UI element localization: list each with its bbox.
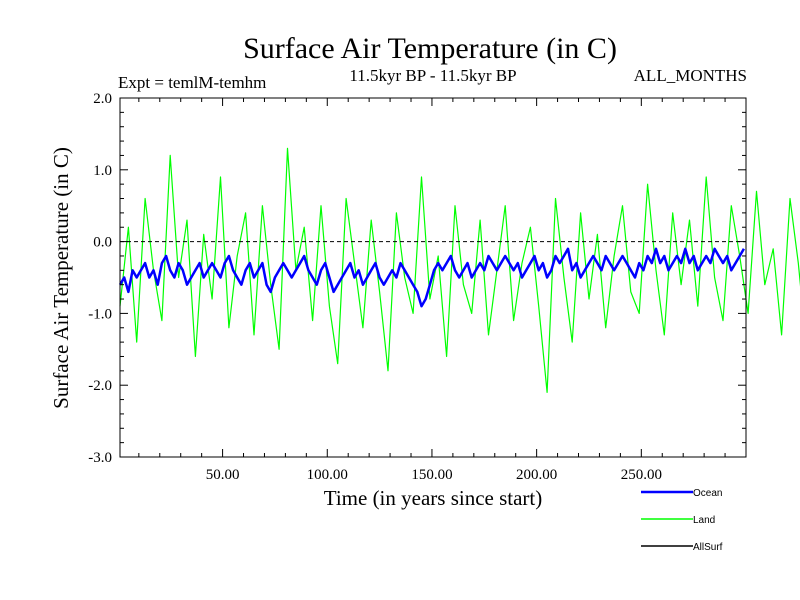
- series-line-land: [119, 147, 800, 393]
- plot-area: [118, 147, 800, 393]
- chart-subtitle-right: ALL_MONTHS: [634, 66, 747, 85]
- x-axis-label: Time (in years since start): [324, 486, 543, 510]
- x-tick-label: 200.00: [516, 467, 557, 483]
- x-tick-label: 100.00: [307, 467, 348, 483]
- y-tick-label: -3.0: [88, 450, 112, 466]
- legend: Ocean Land AllSurf: [641, 488, 723, 553]
- x-tick-label: 250.00: [621, 467, 662, 483]
- y-axis-label: Surface Air Temperature (in C): [49, 147, 73, 409]
- x-tick-label: 150.00: [411, 467, 452, 483]
- x-axis-ticks: 50.00 100.00 150.00 200.00 250.00: [138, 98, 726, 483]
- chart-subtitle-center: 11.5kyr BP - 11.5kyr BP: [349, 66, 516, 85]
- y-tick-label: -2.0: [88, 378, 112, 394]
- x-tick-label: 50.00: [206, 467, 240, 483]
- chart-subtitle-left: Expt = temlM-temhm: [118, 73, 266, 92]
- plot-frame: [119, 97, 747, 458]
- y-tick-label: 1.0: [93, 163, 112, 179]
- chart-title: Surface Air Temperature (in C): [243, 32, 617, 65]
- y-tick-label: 2.0: [93, 91, 112, 107]
- y-tick-label: 0.0: [93, 235, 112, 251]
- series-line-ocean: [118, 247, 745, 308]
- legend-label-ocean: Ocean: [693, 488, 722, 499]
- y-tick-label: -1.0: [88, 306, 112, 322]
- legend-label-land: Land: [693, 515, 715, 526]
- y-axis-ticks: 2.0 1.0 0.0 -1.0 -2.0 -3.0: [88, 91, 746, 466]
- legend-label-allsurf: AllSurf: [693, 542, 723, 553]
